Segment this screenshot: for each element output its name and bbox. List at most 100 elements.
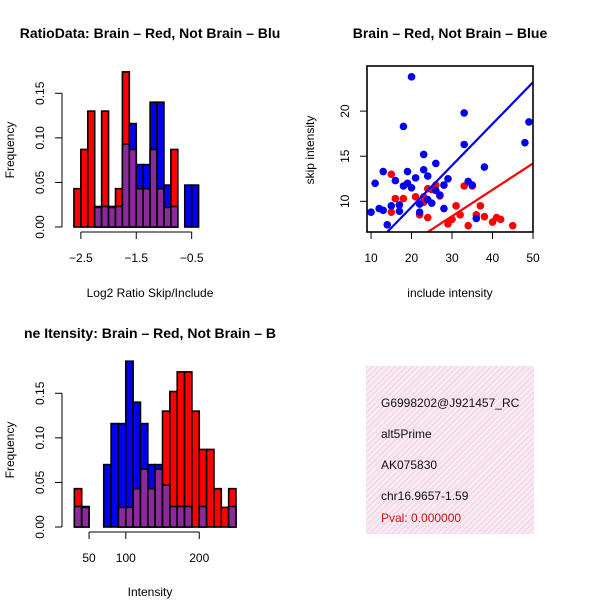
brain-bar bbox=[80, 148, 89, 228]
y-tick-label: 20 bbox=[338, 104, 352, 118]
x-axis-label: include intensity bbox=[407, 286, 492, 300]
not-brain-bar bbox=[183, 184, 193, 228]
brain-point bbox=[387, 208, 396, 216]
y-tick-label: 0.05 bbox=[33, 170, 47, 194]
location-text: chr16.9657-1.59 bbox=[381, 489, 469, 503]
overlap-bar bbox=[154, 468, 164, 528]
not-brain-point bbox=[432, 159, 440, 168]
x-tick-label: 100 bbox=[116, 551, 136, 565]
y-tick-label: 0.05 bbox=[33, 470, 47, 494]
not-brain-bar bbox=[124, 360, 134, 528]
y-tick-label: 0.00 bbox=[33, 215, 47, 239]
overlap-bar bbox=[121, 143, 131, 228]
not-brain-point bbox=[427, 199, 436, 207]
x-tick-label: 40 bbox=[486, 251, 500, 265]
overlap-bar bbox=[147, 487, 156, 528]
overlap-bar bbox=[93, 206, 103, 228]
brain-bar bbox=[205, 448, 215, 528]
brain-point bbox=[464, 221, 473, 230]
not-brain-point bbox=[525, 118, 533, 126]
not-brain-point bbox=[480, 163, 489, 171]
not-brain-point bbox=[391, 176, 400, 185]
overlap-bar bbox=[139, 468, 149, 528]
not-brain-point bbox=[403, 167, 412, 176]
brain-point bbox=[508, 221, 517, 230]
overlap-bar bbox=[227, 505, 237, 528]
overlap-bar bbox=[163, 206, 172, 228]
x-axis-label: Log2 Ratio Skip/Include bbox=[87, 286, 214, 300]
y-axis-label: Frequency bbox=[3, 122, 17, 179]
event-type-text: alt5Prime bbox=[381, 427, 432, 441]
not-brain-point bbox=[395, 207, 404, 216]
overlap-bar bbox=[128, 148, 138, 228]
not-brain-point bbox=[460, 140, 468, 149]
chart-title: Brain – Red, Not Brain – Blue bbox=[353, 25, 548, 41]
x-tick-label: 30 bbox=[445, 251, 459, 265]
brain-bar bbox=[220, 506, 230, 528]
overlap-bar bbox=[198, 505, 208, 528]
not-brain-point bbox=[415, 208, 424, 216]
chart-title: ne Itensity: Brain – Red, Not Brain – B bbox=[24, 325, 276, 341]
overlap-bar bbox=[169, 505, 179, 528]
not-brain-point bbox=[444, 174, 452, 183]
x-tick-label: −0.5 bbox=[180, 251, 204, 265]
not-brain-point bbox=[371, 179, 379, 188]
overlap-bar bbox=[161, 484, 171, 528]
brain-bar bbox=[176, 371, 186, 528]
not-brain-point bbox=[379, 167, 387, 176]
not-brain-point bbox=[472, 214, 481, 223]
not-brain-point bbox=[521, 138, 529, 147]
overlap-bar bbox=[114, 205, 124, 228]
not-brain-bar bbox=[190, 184, 200, 228]
scatter-plot-area bbox=[367, 73, 533, 232]
overlap-bar bbox=[107, 206, 117, 228]
not-brain-point bbox=[423, 172, 432, 180]
not-brain-point bbox=[399, 122, 408, 131]
x-tick-label: 50 bbox=[82, 551, 96, 565]
gene-id-text: G6998202@J921457_RC bbox=[381, 396, 520, 410]
accession-text: AK075830 bbox=[381, 458, 438, 472]
not-brain-point bbox=[436, 191, 444, 199]
not-brain-bar bbox=[110, 422, 120, 528]
y-tick-label: 0.00 bbox=[33, 515, 47, 539]
gene-info-panel: G6998202@J921457_RC alt5Prime AK075830 c… bbox=[366, 366, 534, 534]
overlap-bar bbox=[156, 187, 165, 228]
overlap-bar bbox=[135, 187, 144, 228]
overlap-bar bbox=[73, 505, 83, 528]
brain-point bbox=[387, 170, 396, 179]
overlap-bar bbox=[149, 148, 158, 228]
plot-frame bbox=[366, 65, 534, 233]
overlap-bar bbox=[170, 205, 179, 228]
not-brain-point bbox=[460, 109, 468, 117]
not-brain-point bbox=[468, 181, 477, 189]
y-axis-label: Frequency bbox=[3, 422, 17, 479]
overlap-bar bbox=[176, 505, 186, 528]
brain-point bbox=[423, 213, 432, 222]
overlap-bar bbox=[80, 506, 90, 528]
y-tick-label: 0.15 bbox=[33, 381, 47, 405]
not-brain-point bbox=[440, 181, 448, 189]
overlap-bar bbox=[132, 487, 142, 528]
brain-point bbox=[476, 202, 485, 210]
overlap-bar bbox=[117, 506, 127, 528]
x-tick-label: −2.5 bbox=[69, 251, 93, 265]
not-brain-fit-line bbox=[386, 81, 533, 232]
overlap-bar bbox=[142, 187, 151, 228]
brain-point bbox=[496, 215, 505, 224]
brain-bar bbox=[213, 487, 223, 528]
x-tick-label: −1.5 bbox=[124, 251, 148, 265]
overlap-bar bbox=[183, 505, 193, 528]
brain-bar bbox=[86, 110, 96, 228]
not-brain-point bbox=[367, 208, 375, 216]
y-tick-label: 0.15 bbox=[33, 81, 47, 105]
x-tick-label: 20 bbox=[405, 251, 419, 265]
brain-point bbox=[480, 212, 489, 221]
y-axis-label: skip intensity bbox=[303, 116, 317, 185]
overlap-bar bbox=[100, 205, 110, 228]
not-brain-point bbox=[379, 206, 387, 215]
not-brain-point bbox=[419, 165, 428, 174]
brain-bar bbox=[191, 410, 201, 528]
not-brain-point bbox=[407, 73, 416, 81]
brain-bar bbox=[73, 187, 82, 228]
